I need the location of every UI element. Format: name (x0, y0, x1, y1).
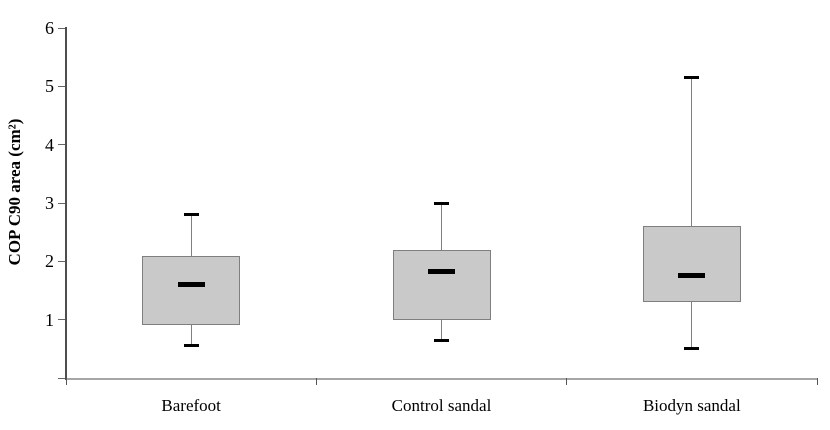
y-axis-title: COP C90 area (cm²) (5, 118, 24, 266)
y-tick-label: 6 (45, 18, 54, 39)
x-boundary-tick (315, 378, 317, 385)
whisker-cap-top (684, 76, 700, 80)
median-line (428, 269, 455, 275)
whisker-cap-top (183, 213, 199, 217)
x-boundary-tick (65, 378, 67, 385)
y-tick (58, 319, 65, 321)
whisker-cap-bottom (434, 338, 449, 342)
whisker-cap-bottom (183, 344, 199, 348)
box (142, 255, 241, 326)
x-boundary-tick (566, 378, 568, 385)
y-tick-label: 4 (45, 134, 54, 155)
y-tick-label: 3 (45, 193, 54, 213)
y-tick (58, 144, 65, 146)
y-axis-line (65, 27, 67, 380)
x-boundary-tick (816, 378, 818, 385)
category-label: Biodyn sandal (642, 396, 741, 415)
box (392, 249, 491, 320)
y-tick-zero (58, 378, 65, 379)
whisker-line (691, 77, 693, 349)
median-line (177, 282, 205, 288)
y-tick-label: 1 (45, 309, 54, 330)
y-tick (58, 27, 65, 29)
x-baseline (66, 378, 817, 380)
whisker-cap-top (434, 201, 449, 205)
box (642, 226, 741, 303)
median-line (678, 273, 706, 279)
y-tick-label: 5 (45, 76, 54, 97)
category-label: Control sandal (391, 396, 492, 415)
y-tick (58, 260, 65, 262)
category-label: Barefoot (161, 396, 221, 415)
y-tick (58, 202, 65, 204)
y-tick-label: 2 (45, 251, 54, 272)
whisker-cap-bottom (684, 347, 700, 351)
y-tick (58, 85, 65, 87)
